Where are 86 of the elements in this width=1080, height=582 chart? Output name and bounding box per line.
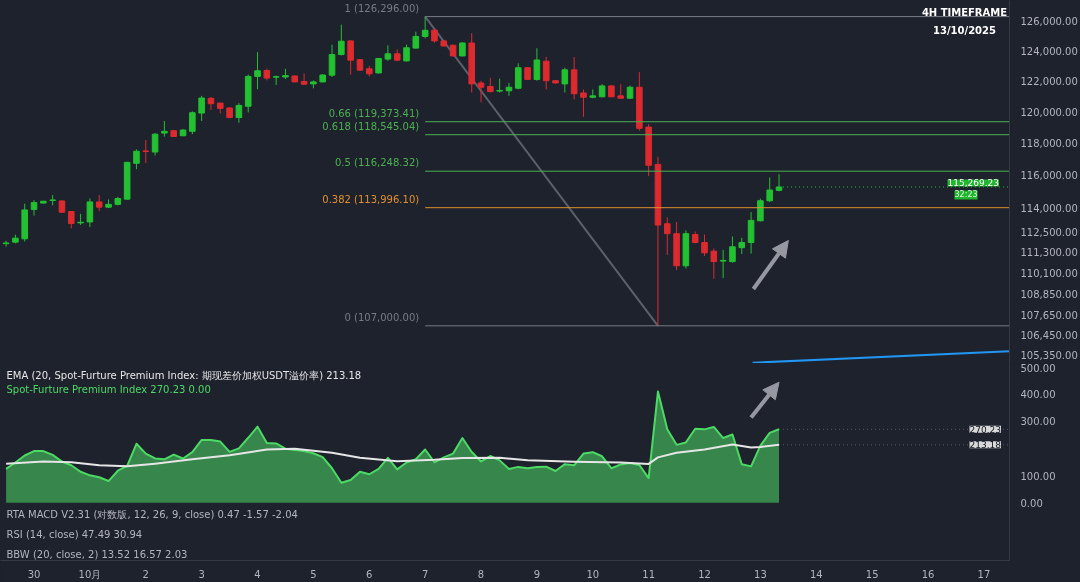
candlestick (421, 16, 429, 39)
x-tick-label: 30 (27, 568, 41, 580)
y-tick-label: 116,000.00 (1020, 170, 1078, 182)
annotation: 32:23 (954, 190, 978, 200)
candlestick (272, 75, 280, 86)
x-tick-label: 17 (977, 568, 991, 580)
candlestick (151, 132, 159, 157)
annotation: 213.18 (969, 440, 1002, 451)
y-tick-label: 112,500.00 (1020, 227, 1078, 239)
y-tick-label: 114,000.00 (1020, 202, 1078, 214)
y-tick-label: 122,000.00 (1020, 76, 1078, 88)
y-tick-label: 400.00 (1020, 388, 1056, 400)
annotation: 115,269.23 (947, 178, 1000, 189)
candlestick (542, 56, 550, 90)
candlestick (235, 102, 243, 124)
y-tick-label: 110,100.00 (1020, 267, 1078, 279)
x-tick-label: 4 (254, 568, 261, 580)
candlestick (2, 240, 10, 248)
candlestick (347, 39, 354, 76)
y-tick-label: 105,350.00 (1020, 349, 1078, 361)
candlestick (384, 44, 392, 62)
x-tick-label: 11 (642, 568, 656, 580)
ref-line-label: 0.618 (118,545.04) (322, 120, 420, 132)
candlestick (747, 211, 755, 255)
annotation: 13/10/2025 (933, 25, 997, 36)
candlestick (561, 67, 569, 93)
y-tick-label: 108,850.00 (1020, 288, 1078, 300)
x-tick-label: 10 (586, 568, 600, 580)
y-tick-label: 126,000.00 (1020, 15, 1078, 27)
candlestick (133, 148, 140, 170)
x-tick-label: 9 (533, 568, 541, 580)
candlestick (142, 139, 150, 164)
x-tick-label: 2 (142, 568, 149, 580)
ref-line-label: 1 (126,296.00) (344, 2, 420, 14)
candlestick (729, 235, 736, 264)
ref-line-label: 0.5 (116,248.32) (335, 157, 420, 169)
annotation: 4H TIMEFRAME (921, 7, 1008, 18)
annotation: 270.23 (969, 424, 1001, 435)
line-series (5, 443, 781, 468)
x-tick-label: 3 (198, 568, 205, 580)
candlestick (766, 176, 773, 203)
y-tick-label: 500.00 (1020, 362, 1056, 374)
x-tick-label: 15 (865, 568, 879, 580)
x-tick-label: 12 (698, 568, 711, 580)
candlestick (328, 44, 336, 78)
annotation: RTA MACD V2.31 (对数版, 12, 26, 9, close) 0.47 -1.57 -2.04 (6, 509, 298, 521)
y-tick-label: 111,300.00 (1020, 247, 1078, 259)
candlestick (477, 80, 485, 103)
candlestick (701, 233, 708, 257)
candlestick (719, 249, 727, 279)
x-tick-label: 13 (754, 568, 767, 580)
candlestick (254, 51, 261, 90)
ref-line-label: 0 (107,000.00) (344, 311, 420, 323)
x-tick-label: 8 (477, 568, 485, 580)
candlestick (30, 199, 38, 216)
ref-line-label: 0.382 (113,996.10) (322, 193, 420, 205)
candlestick (198, 95, 205, 122)
y-tick-label: 118,000.00 (1020, 138, 1078, 150)
candlestick (580, 88, 587, 118)
x-tick-label: 5 (310, 568, 317, 580)
candlestick (86, 197, 94, 228)
y-tick-label: 300.00 (1020, 416, 1056, 428)
y-tick-label: 100.00 (1020, 470, 1056, 482)
annotation: BBW (20, close, 2) 13.52 16.57 2.03 (6, 549, 188, 561)
x-tick-label: 10月 (78, 568, 102, 580)
ref-line-label: 0.66 (119,373.41) (328, 107, 420, 119)
candlestick (663, 216, 671, 256)
x-tick-label: 7 (421, 568, 429, 580)
annotation: RSI (14, close) 47.49 30.94 (6, 529, 143, 541)
x-tick-label: 14 (809, 568, 823, 580)
y-tick-label: 107,650.00 (1020, 309, 1078, 321)
candlestick (533, 47, 541, 82)
y-tick-label: 124,000.00 (1020, 45, 1078, 57)
y-tick-label: 0.00 (1020, 497, 1043, 509)
candlestick (710, 247, 718, 280)
candlestick (570, 56, 578, 100)
candlestick (189, 110, 196, 135)
x-tick-label: 16 (921, 568, 935, 580)
x-tick-label: 6 (366, 568, 373, 580)
candlestick (514, 62, 522, 90)
text: EMA (20, Spot-Furture Premium Index: 期现差价加权USDT溢价率) 213.18 (6, 370, 362, 381)
text: Spot-Furture Premium Index 270.23 0.00 (6, 384, 211, 395)
candlestick (300, 73, 308, 86)
candlestick (338, 24, 345, 56)
y-tick-label: 120,000.00 (1020, 106, 1078, 118)
y-tick-label: 106,450.00 (1020, 330, 1078, 342)
